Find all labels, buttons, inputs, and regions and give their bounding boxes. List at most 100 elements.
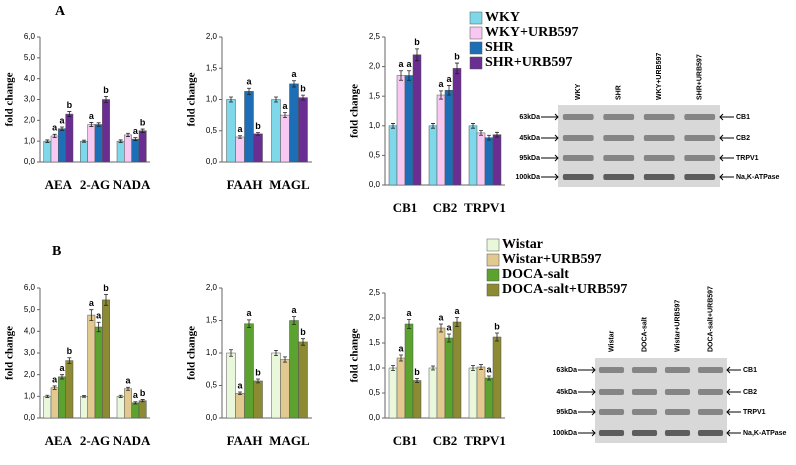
x-tick-label: CB2 (433, 433, 458, 448)
significance-letter: a (398, 343, 404, 353)
significance-letter: a (486, 364, 492, 374)
y-tick-label: 0,5 (369, 151, 381, 160)
y-tick-label: 0,0 (206, 157, 218, 166)
blot-band (598, 389, 625, 395)
error-bar (479, 130, 483, 136)
lane-label: WKY+URB597 (656, 53, 663, 100)
y-tick-label: 1,5 (206, 63, 218, 72)
significance-letter: b (103, 283, 109, 293)
blot-band (598, 409, 625, 415)
x-tick-label: CB1 (393, 200, 418, 215)
error-bar (140, 399, 145, 403)
bar (94, 124, 103, 163)
y-tick-label: 5,0 (24, 53, 36, 62)
bar (226, 99, 236, 163)
y-axis-label: fold change (186, 72, 198, 126)
legend-label: Wistar+URB597 (502, 252, 602, 267)
error-bar (96, 321, 101, 333)
error-bar (399, 354, 403, 362)
significance-letter: b (67, 100, 73, 110)
error-bar (60, 126, 64, 131)
arrow (719, 154, 734, 162)
error-bar (52, 385, 57, 390)
significance-letter: a (438, 312, 444, 322)
y-tick-label: 0,0 (24, 157, 36, 166)
bar (436, 94, 446, 186)
arrow (578, 366, 596, 374)
legend-label: Wistar (502, 237, 543, 252)
blot-band (664, 430, 691, 436)
error-bar (471, 123, 475, 129)
arrow (726, 408, 741, 416)
significance-letter: a (454, 306, 460, 316)
arrow (578, 408, 596, 416)
error-bar (487, 375, 491, 381)
error-bar (52, 133, 57, 139)
bar (65, 113, 74, 163)
error-bar (455, 62, 459, 75)
legend-swatch (486, 253, 500, 267)
lane-label: DOCA-salt (641, 316, 648, 352)
bar (87, 124, 96, 163)
significance-letter: b (494, 321, 500, 331)
y-tick-label: 6,0 (24, 32, 36, 41)
error-bar (67, 111, 72, 117)
bar (131, 402, 140, 419)
error-bar (301, 338, 305, 346)
significance-letter: a (246, 77, 252, 87)
significance-letter: a (446, 74, 452, 84)
bar (124, 134, 132, 163)
significance-letter: a (59, 363, 65, 373)
lane-label: Wistar+URB597 (674, 300, 681, 352)
arrow (578, 388, 596, 396)
bar (298, 97, 308, 163)
significance-letter: a (59, 115, 65, 125)
bar (58, 128, 66, 163)
error-bar (292, 80, 296, 88)
error-bar (431, 365, 435, 371)
size-marker: 95kDa (556, 409, 577, 416)
significance-letter: a (438, 79, 444, 89)
error-bar (89, 309, 94, 321)
arrow (541, 134, 559, 142)
size-marker: 95kDa (519, 155, 540, 162)
y-tick-label: 1,5 (369, 338, 381, 347)
size-marker: 100kDa (515, 174, 540, 181)
error-bar (104, 95, 108, 104)
x-tick-label: TRPV1 (464, 200, 506, 215)
panel-label: A (55, 4, 66, 19)
bar (436, 327, 446, 419)
y-tick-label: 1,5 (206, 316, 218, 325)
error-bar (133, 401, 138, 405)
bar (396, 75, 406, 186)
bar (492, 336, 502, 419)
error-bar (479, 364, 483, 370)
bar (412, 54, 422, 186)
bar (65, 360, 74, 419)
y-axis-label: fold change (349, 84, 361, 138)
significance-letter: a (291, 69, 297, 79)
y-tick-label: 2,0 (24, 370, 36, 379)
x-tick-label: 2-AG (80, 177, 110, 192)
blot-band (684, 174, 716, 180)
y-tick-label: 4,0 (24, 74, 36, 83)
significance-letter: a (398, 59, 404, 69)
y-tick-label: 4,0 (24, 326, 36, 335)
bar (131, 138, 140, 163)
significance-letter: a (96, 311, 102, 321)
blot-band (631, 409, 658, 415)
size-marker: 63kDa (519, 114, 540, 121)
blot-band (631, 389, 658, 395)
lane-label: DOCA-salt+URB597 (707, 286, 714, 352)
significance-letter: a (406, 308, 412, 318)
error-bar (238, 135, 242, 139)
bar (404, 323, 414, 419)
bar (50, 135, 59, 163)
significance-letter: b (140, 388, 146, 398)
error-bar (89, 122, 94, 127)
bar (484, 377, 494, 419)
blot-band (643, 114, 675, 120)
y-tick-label: 2,0 (206, 32, 218, 41)
error-bar (82, 139, 86, 143)
